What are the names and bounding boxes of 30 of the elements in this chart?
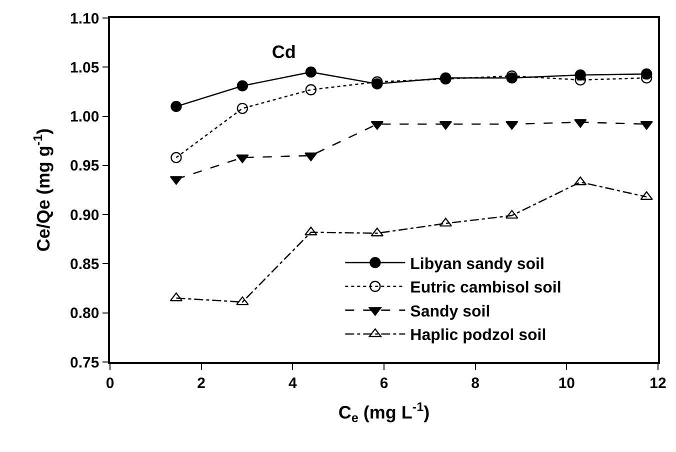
point xyxy=(170,100,182,112)
x-tick-label: 8 xyxy=(471,374,480,392)
y-tick-label: 0.80 xyxy=(70,305,100,322)
y-tick-label: 0.75 xyxy=(70,354,100,372)
legend-label: Libyan sandy soil xyxy=(410,256,544,273)
x-tick-label: 6 xyxy=(380,374,388,392)
point xyxy=(305,66,317,78)
point xyxy=(236,102,248,114)
legend-label: Sandy soil xyxy=(410,303,490,320)
y-tick-label: 1.00 xyxy=(70,108,100,126)
text: Cd xyxy=(272,42,296,62)
point xyxy=(170,152,182,164)
y-tick-label: 0.85 xyxy=(70,256,100,273)
point xyxy=(236,296,249,306)
x-tick-label: 0 xyxy=(106,374,114,392)
x-axis-title: C$_{e}$ (mg L$^{-1}$) xyxy=(338,400,430,426)
y-tick-label: 1.10 xyxy=(70,10,100,28)
x-tick-label: 12 xyxy=(650,374,666,392)
y-tick-label: 0.90 xyxy=(70,206,100,224)
point xyxy=(305,84,317,96)
point xyxy=(506,210,518,219)
x-tick-label: 4 xyxy=(288,374,298,392)
y-tick-label: 1.05 xyxy=(70,59,100,76)
x-tick-label: 2 xyxy=(197,374,206,392)
y-tick-label: 0.95 xyxy=(70,158,100,175)
legend-label: Eutric cambisol soil xyxy=(410,280,562,297)
x-tick-label: 10 xyxy=(558,374,576,392)
point xyxy=(439,218,452,227)
point xyxy=(236,80,248,92)
legend-label: Haplic podzol soil xyxy=(410,327,546,344)
